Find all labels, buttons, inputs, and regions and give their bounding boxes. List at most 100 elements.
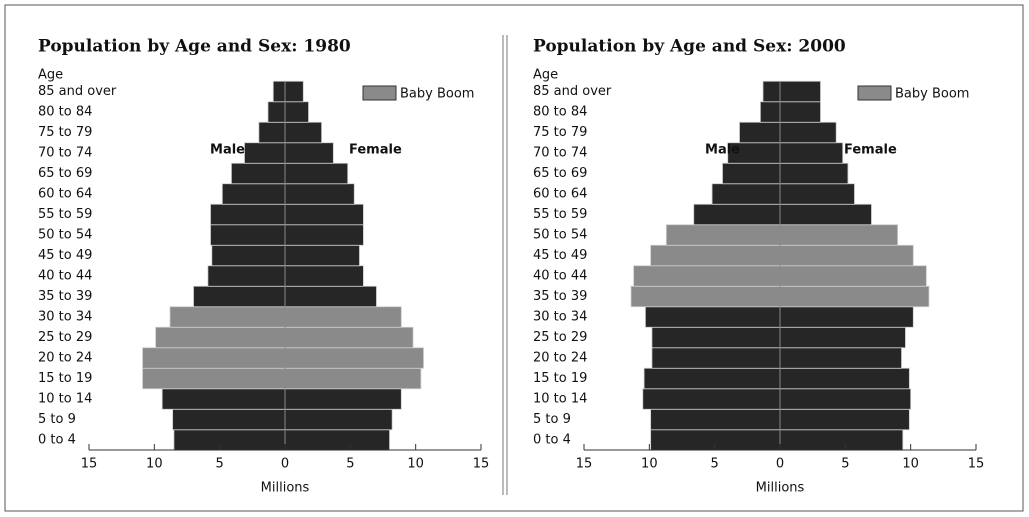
x-tick-label: 0 (281, 457, 289, 472)
series-label: Female (349, 143, 402, 158)
bar (284, 101, 309, 123)
bar (284, 388, 402, 410)
y-tick-label: 40 to 44 (533, 269, 587, 284)
y-tick-label: 70 to 74 (533, 146, 587, 161)
bar (779, 347, 902, 369)
bar (643, 367, 781, 390)
bar (284, 162, 349, 185)
bar (161, 388, 286, 410)
y-axis-title: Age (533, 68, 558, 83)
x-tick-label: 10 (902, 457, 919, 472)
bar (284, 326, 414, 349)
bar (779, 101, 821, 123)
y-tick-label: 25 to 29 (533, 330, 587, 345)
bar (779, 142, 844, 164)
y-tick-label: 80 to 84 (38, 105, 92, 120)
y-tick-label: 55 to 59 (38, 207, 92, 222)
bar (779, 203, 872, 226)
bar (284, 429, 390, 451)
bar (693, 203, 781, 226)
bar (272, 80, 286, 103)
y-tick-label: 20 to 24 (533, 351, 587, 366)
y-tick-label: 35 to 39 (38, 289, 92, 304)
bar (221, 183, 286, 205)
y-tick-label: 30 to 34 (533, 310, 587, 325)
bar (169, 306, 286, 328)
bar (284, 244, 360, 267)
x-axis-title: Millions (756, 481, 805, 496)
series-label: Female (844, 143, 897, 158)
x-tick-label: 5 (841, 457, 849, 472)
bar (210, 224, 286, 246)
bar (284, 367, 422, 390)
bar (142, 367, 286, 390)
chart-title: Population by Age and Sex: 1980 (38, 37, 351, 57)
x-tick-label: 10 (407, 457, 424, 472)
bar (284, 142, 334, 164)
bar (779, 367, 910, 390)
y-tick-label: 55 to 59 (533, 207, 587, 222)
y-tick-label: 70 to 74 (38, 146, 92, 161)
y-tick-label: 30 to 34 (38, 310, 92, 325)
x-tick-label: 5 (346, 457, 354, 472)
bar (630, 285, 781, 308)
y-tick-label: 45 to 49 (533, 248, 587, 263)
x-tick-label: 15 (81, 457, 98, 472)
y-tick-label: 65 to 69 (38, 166, 92, 181)
bar (779, 183, 855, 205)
bar (284, 347, 424, 369)
series-label: Male (210, 143, 245, 158)
y-tick-label: 20 to 24 (38, 351, 92, 366)
y-tick-label: 75 to 79 (38, 125, 92, 140)
bar (244, 142, 286, 164)
y-tick-label: 15 to 19 (533, 371, 587, 386)
y-tick-label: 15 to 19 (38, 371, 92, 386)
chart-title: Population by Age and Sex: 2000 (533, 37, 846, 57)
bar (284, 183, 355, 205)
x-tick-label: 15 (576, 457, 593, 472)
y-tick-label: 10 to 14 (38, 392, 92, 407)
bar (722, 162, 781, 185)
x-tick-label: 5 (711, 457, 719, 472)
x-tick-label: 15 (968, 457, 985, 472)
bar (711, 183, 781, 205)
y-tick-label: 35 to 39 (533, 289, 587, 304)
bar (650, 244, 781, 267)
y-tick-label: 40 to 44 (38, 269, 92, 284)
bar (779, 162, 849, 185)
y-tick-label: 45 to 49 (38, 248, 92, 263)
x-axis-title: Millions (261, 481, 310, 496)
bar (284, 224, 364, 246)
y-tick-label: 85 and over (533, 84, 612, 99)
bar (779, 224, 898, 246)
bar (284, 265, 364, 287)
y-tick-label: 5 to 9 (38, 412, 76, 427)
bar (284, 408, 393, 431)
bar (779, 265, 927, 287)
bar (231, 162, 286, 185)
legend-swatch (362, 85, 397, 101)
y-tick-label: 85 and over (38, 84, 117, 99)
bar (779, 388, 912, 410)
bar (142, 347, 286, 369)
series-label: Male (705, 143, 740, 158)
bar (779, 244, 914, 267)
y-tick-label: 10 to 14 (533, 392, 587, 407)
bar (633, 265, 781, 287)
bar (284, 285, 377, 308)
bar (650, 408, 781, 431)
x-tick-label: 5 (216, 457, 224, 472)
y-tick-label: 65 to 69 (533, 166, 587, 181)
x-tick-label: 15 (473, 457, 490, 472)
frame (4, 4, 1024, 512)
bar (650, 429, 781, 451)
legend-swatch (857, 85, 892, 101)
legend-label: Baby Boom (400, 87, 474, 102)
bar (760, 101, 781, 123)
x-tick-label: 10 (146, 457, 163, 472)
bar (739, 121, 781, 144)
bar (779, 80, 821, 103)
y-tick-label: 80 to 84 (533, 105, 587, 120)
bar (211, 244, 286, 267)
